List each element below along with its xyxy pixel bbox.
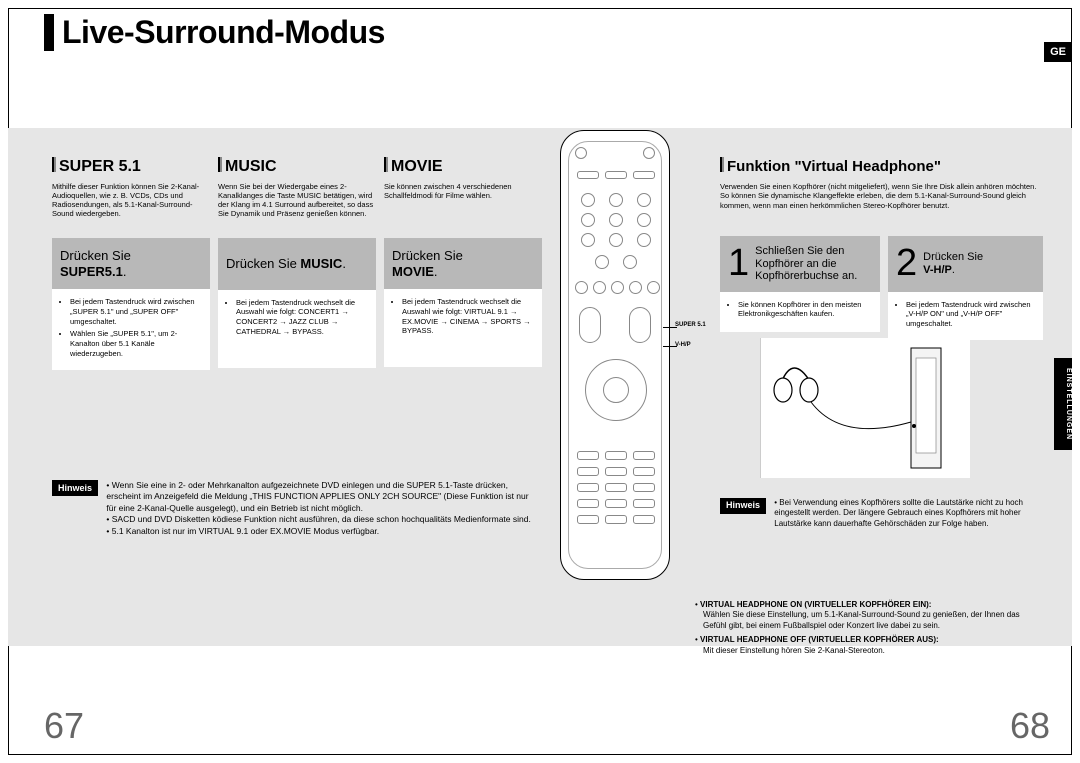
head-vhp: Funktion "Virtual Headphone" <box>720 157 941 175</box>
bullet: Sie können Kopfhörer in den meisten Elek… <box>738 300 872 320</box>
hinweis-text-r: • Bei Verwendung eines Kopfhörers sollte… <box>774 498 1038 529</box>
hinweis-text: • SACD und DVD Disketten ködiese Funktio… <box>106 514 536 525</box>
desc-super51: Mithilfe dieser Funktion können Sie 2-Ka… <box>52 182 210 218</box>
page-title: Live-Surround-Modus <box>44 14 385 51</box>
hinweis-label-r: Hinweis <box>720 498 766 514</box>
head-music: MUSIC <box>218 157 277 176</box>
bullet: Wählen Sie „SUPER 5.1", um 2-Kanalton üb… <box>70 329 202 358</box>
hinweis-label: Hinweis <box>52 480 98 496</box>
desc-vhp: Verwenden Sie einen Kopfhörer (nicht mit… <box>720 182 1040 210</box>
box-music: Drücken Sie MUSIC. <box>218 238 376 290</box>
bullet: Bei jedem Tastendruck wird zwischen „SUP… <box>70 297 202 326</box>
head-movie: MOVIE <box>384 157 443 176</box>
vhp-on: • VIRTUAL HEADPHONE ON (VIRTUELLER KOPFH… <box>695 600 1045 631</box>
bullet: Bei jedem Tastendruck wird zwischen „V-H… <box>906 300 1035 329</box>
hinweis-text: • 5.1 Kanalton ist nur im VIRTUAL 9.1 od… <box>106 526 536 537</box>
box-movie: Drücken SieMOVIE. <box>384 238 542 289</box>
remote-illustration <box>560 130 670 580</box>
head-super51: SUPER 5.1 <box>52 157 141 176</box>
callout-vhp: V-H/P <box>675 342 691 348</box>
bullet: Bei jedem Tastendruck wechselt die Auswa… <box>402 297 534 336</box>
headphone-figure <box>760 338 970 478</box>
vhp-off: • VIRTUAL HEADPHONE OFF (VIRTUELLER KOPF… <box>695 635 1045 656</box>
desc-movie: Sie können zwischen 4 verschiedenen Scha… <box>384 182 542 200</box>
box-super51: Drücken SieSUPER5.1. <box>52 238 210 289</box>
step-1-box: 1 Schließen Sie den Kopfhörer an die Kop… <box>720 236 880 292</box>
side-tab-settings: EINSTELLUNGEN <box>1054 358 1072 450</box>
step-2-box: 2 Drücken SieV-H/P. <box>888 236 1043 292</box>
desc-music: Wenn Sie bei der Wiedergabe eines 2-Kana… <box>218 182 376 218</box>
bullet: Bei jedem Tastendruck wechselt die Auswa… <box>236 298 368 337</box>
hinweis-text: • Wenn Sie eine in 2- oder Mehrkanalton … <box>106 480 536 514</box>
lang-badge: GE <box>1044 42 1072 62</box>
page-number-left: 67 <box>44 705 84 747</box>
page-number-right: 68 <box>1010 705 1050 747</box>
callout-super51: SUPER 5.1 <box>675 322 706 328</box>
